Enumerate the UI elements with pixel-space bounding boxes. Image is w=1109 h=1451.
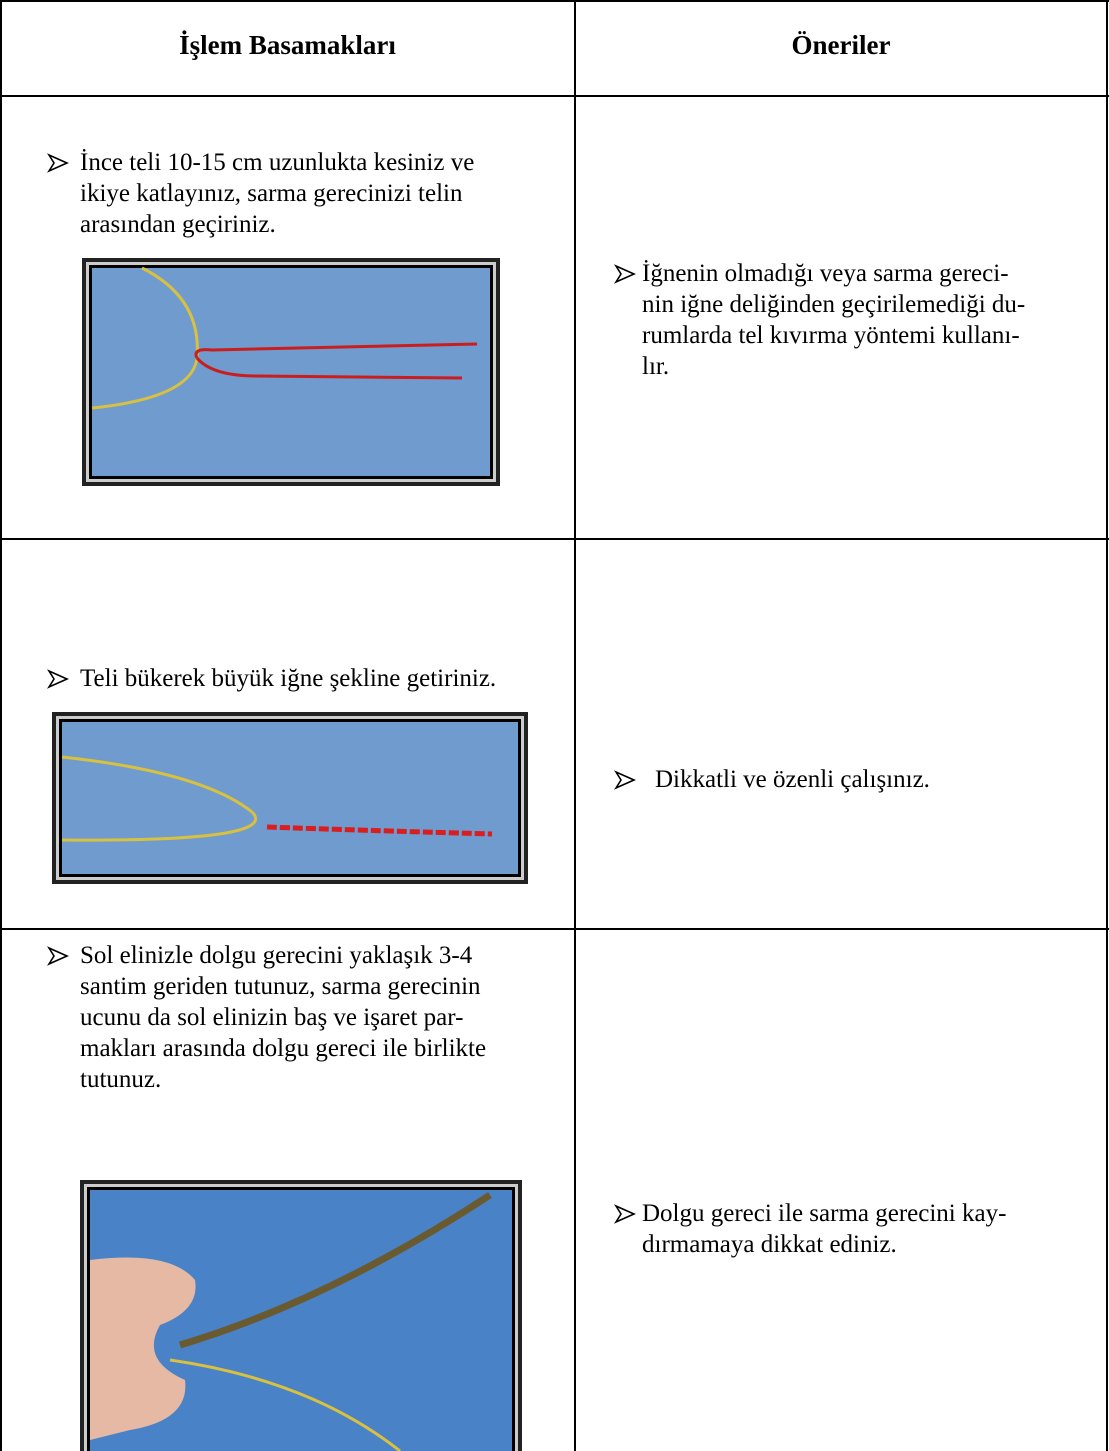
border — [1106, 0, 1108, 1451]
text-line: Sol elinizle dolgu gerecini yaklaşık 3-4 — [80, 942, 473, 969]
bullet — [614, 770, 636, 790]
text-line: santim geriden tutunuz, sarma gerecinin — [80, 973, 481, 1000]
text-line: lır. — [642, 353, 670, 380]
text-line: ucunu da sol elinizin baş ve işaret par- — [80, 1004, 464, 1031]
photo — [80, 1180, 522, 1451]
tip-text: Dikkatli ve özenli çalışınız. — [655, 764, 930, 795]
text-line: İğnenin olmadığı veya sarma gereci- — [642, 260, 1009, 287]
tip-text: Dolgu gereci ile sarma gerecini kay- dır… — [642, 1198, 1006, 1260]
bullet — [614, 264, 636, 284]
border — [0, 928, 1109, 930]
text-line: Teli bükerek büyük iğne şekline getirini… — [80, 665, 497, 692]
text-line: Dolgu gereci ile sarma gerecini kay- — [642, 1200, 1007, 1227]
bullet — [47, 153, 69, 173]
text-line: rumlarda tel kıvırma yöntemi kullanı- — [642, 322, 1020, 349]
text-line: İnce teli 10-15 cm uzunlukta kesiniz ve — [80, 149, 475, 176]
photo — [52, 712, 528, 884]
header: Öneriler — [791, 30, 891, 60]
border — [0, 0, 2, 1451]
text-line: dırmamaya dikkat ediniz. — [642, 1231, 897, 1258]
text-line: ikiye katlayınız, sarma gerecinizi telin — [80, 180, 463, 207]
text-line: nin iğne deliğinden geçirilemediği du- — [642, 291, 1026, 318]
step-text: Sol elinizle dolgu gerecini yaklaşık 3-4… — [80, 940, 486, 1095]
step-text: Teli bükerek büyük iğne şekline getirini… — [80, 663, 496, 694]
border — [574, 0, 576, 1451]
bullet — [47, 669, 69, 689]
step-text: İnce teli 10-15 cm uzunlukta kesiniz ve … — [80, 147, 474, 240]
border — [0, 95, 1109, 97]
border — [0, 0, 1109, 2]
bullet — [47, 946, 69, 966]
tip-text: İğnenin olmadığı veya sarma gereci- nin … — [642, 258, 1025, 382]
text-line: Dikkatli ve özenli çalışınız. — [655, 766, 930, 793]
text-line: makları arasında dolgu gereci ile birlik… — [80, 1035, 487, 1062]
bullet — [614, 1204, 636, 1224]
text-line: arasından geçiriniz. — [80, 211, 276, 238]
border — [0, 538, 1109, 540]
header: İşlem Basamakları — [179, 30, 396, 60]
text-line: tutunuz. — [80, 1066, 162, 1093]
photo — [82, 258, 500, 486]
